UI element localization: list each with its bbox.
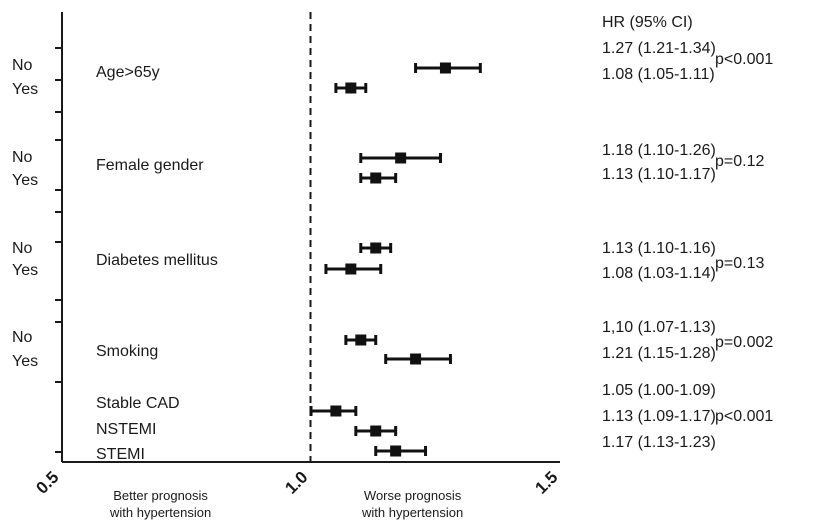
hr-point bbox=[410, 353, 422, 365]
hr-ci-text: 1.05 (1.00-1.09) bbox=[602, 382, 716, 399]
hr-point bbox=[345, 263, 357, 275]
hr-point bbox=[345, 82, 357, 94]
hr-point bbox=[330, 405, 342, 417]
group-label: Smoking bbox=[96, 343, 159, 360]
row-label: STEMI bbox=[96, 446, 145, 463]
group-label: Female gender bbox=[96, 157, 204, 174]
hr-point bbox=[439, 62, 451, 74]
hr-ci-text: 1.08 (1.03-1.14) bbox=[602, 265, 716, 282]
hr-ci-text: 1.13 (1.09-1.17) bbox=[602, 408, 716, 425]
hr-point bbox=[355, 334, 367, 346]
row-label: No bbox=[12, 149, 33, 166]
group-label: Diabetes mellitus bbox=[96, 252, 218, 269]
hr-point bbox=[390, 445, 402, 457]
row-label: Yes bbox=[12, 353, 39, 370]
hr-point bbox=[395, 152, 407, 164]
row-label: Stable CAD bbox=[96, 395, 180, 412]
p-value: p=0.13 bbox=[715, 255, 765, 272]
row-label: No bbox=[12, 329, 33, 346]
row-label: Yes bbox=[12, 81, 39, 98]
group-label: Age>65y bbox=[96, 64, 160, 81]
row-label: No bbox=[12, 57, 33, 74]
hr-ci-text: 1.27 (1.21-1.34) bbox=[602, 40, 716, 57]
hr-point bbox=[370, 172, 382, 184]
y-ticks bbox=[55, 47, 62, 453]
hr-ci-text: 1.13 (1.10-1.16) bbox=[602, 240, 716, 257]
footer-left-line1: Better prognosis bbox=[113, 488, 208, 503]
hr-ci-text: 1.21 (1.15-1.28) bbox=[602, 345, 716, 362]
hr-ci-text: 1.17 (1.13-1.23) bbox=[602, 434, 716, 451]
hr-point bbox=[370, 242, 382, 254]
p-value: p=0.12 bbox=[715, 153, 765, 170]
footer-right-line1: Worse prognosis bbox=[363, 488, 462, 503]
footer-left-line2: with hypertension bbox=[110, 505, 212, 520]
row-label: Yes bbox=[12, 262, 39, 279]
hr-ci-text: 1.08 (1.05-1.11) bbox=[602, 66, 715, 83]
footer-left: Better prognosis with hypertension bbox=[110, 487, 211, 521]
hr-ci-text: 1.18 (1.10-1.26) bbox=[602, 142, 716, 159]
hr-ci-text: 1.13 (1.10-1.17) bbox=[602, 166, 716, 183]
chart-marks bbox=[309, 62, 482, 457]
hr-point bbox=[370, 425, 382, 437]
p-value: p<0.001 bbox=[715, 51, 774, 68]
row-label: No bbox=[12, 240, 33, 257]
hr-header: HR (95% CI) bbox=[602, 14, 693, 31]
footer-right: Worse prognosis with hypertension bbox=[362, 487, 463, 521]
footer-right-line2: with hypertension bbox=[362, 505, 464, 520]
row-label: NSTEMI bbox=[96, 421, 157, 438]
row-label: Yes bbox=[12, 172, 39, 189]
hr-ci-text: 1,10 (1.07-1.13) bbox=[602, 319, 716, 336]
p-value: p=0.002 bbox=[715, 334, 774, 351]
p-value: p<0.001 bbox=[715, 408, 774, 425]
